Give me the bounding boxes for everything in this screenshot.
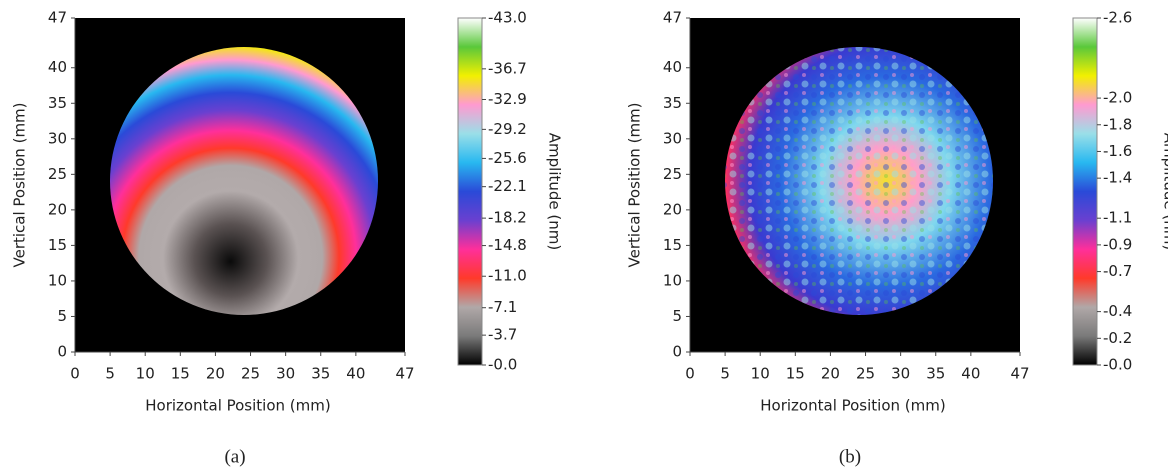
caption: (b) — [839, 446, 861, 467]
x-tick-label: 0 — [685, 365, 695, 383]
colorbar-tick-label: -1.1 — [1103, 209, 1132, 227]
y-tick-label: 20 — [663, 200, 682, 218]
colorbar-tick-label: -32.9 — [488, 90, 527, 108]
y-tick-label: 35 — [48, 94, 67, 112]
colorbar-tick-label: -22.1 — [488, 177, 527, 195]
colorbar-tick-label: -1.6 — [1103, 142, 1132, 160]
x-tick-label: 15 — [786, 365, 805, 383]
y-tick-label: 15 — [48, 236, 67, 254]
colorbar-label: Amplitude (nm) — [1161, 133, 1168, 250]
colorbar-label: Amplitude (nm) — [546, 133, 564, 250]
x-tick-label: 35 — [311, 365, 330, 383]
x-axis-label: Horizontal Position (mm) — [760, 397, 945, 415]
x-tick-label: 15 — [171, 365, 190, 383]
colorbar — [458, 18, 482, 365]
y-tick-label: 0 — [57, 343, 67, 361]
x-tick-label: 0 — [70, 365, 80, 383]
colorbar-tick-label: -0.0 — [1103, 356, 1132, 374]
colorbar-tick-label: -18.2 — [488, 209, 527, 227]
colorbar-tick-label: -11.0 — [488, 267, 527, 285]
y-tick-label: 10 — [48, 271, 67, 289]
x-tick-label: 5 — [105, 365, 115, 383]
colorbar-tick-label: -36.7 — [488, 59, 527, 77]
x-tick-label: 30 — [891, 365, 910, 383]
y-tick-label: 40 — [48, 58, 67, 76]
y-tick-label: 30 — [48, 129, 67, 147]
colorbar — [1073, 18, 1097, 365]
colorbar-tick-label: -0.2 — [1103, 329, 1132, 347]
x-tick-label: 20 — [821, 365, 840, 383]
x-tick-label: 20 — [206, 365, 225, 383]
colorbar-tick-label: -1.4 — [1103, 169, 1132, 187]
colorbar-tick-label: -25.6 — [488, 149, 527, 167]
colorbar-tick-label: -43.0 — [488, 9, 527, 27]
y-tick-label: 47 — [663, 9, 682, 27]
y-tick-label: 10 — [663, 271, 682, 289]
x-axis-label: Horizontal Position (mm) — [145, 397, 330, 415]
colorbar-tick-label: -29.2 — [488, 120, 527, 138]
y-tick-label: 30 — [663, 129, 682, 147]
x-tick-label: 25 — [856, 365, 875, 383]
y-tick-label: 25 — [48, 165, 67, 183]
heatmap-image — [110, 47, 378, 315]
y-tick-label: 5 — [57, 307, 67, 325]
y-tick-label: 35 — [663, 94, 682, 112]
colorbar-tick-label: -7.1 — [488, 298, 517, 316]
x-tick-label: 30 — [276, 365, 295, 383]
x-tick-label: 40 — [346, 365, 365, 383]
y-axis-label: Vertical Position (mm) — [626, 102, 644, 267]
colorbar-tick-label: -2.6 — [1103, 9, 1132, 27]
colorbar-tick-label: -2.0 — [1103, 89, 1132, 107]
y-tick-label: 15 — [663, 236, 682, 254]
x-tick-label: 5 — [720, 365, 730, 383]
x-tick-label: 47 — [395, 365, 414, 383]
heatmap-texture — [725, 47, 993, 315]
x-tick-label: 25 — [241, 365, 260, 383]
y-tick-label: 25 — [663, 165, 682, 183]
x-tick-label: 35 — [926, 365, 945, 383]
x-tick-label: 10 — [751, 365, 770, 383]
colorbar-tick-label: -0.4 — [1103, 302, 1132, 320]
colorbar-tick-label: -14.8 — [488, 236, 527, 254]
y-tick-label: 47 — [48, 9, 67, 27]
caption: (a) — [224, 446, 245, 467]
y-tick-label: 5 — [672, 307, 682, 325]
y-tick-label: 40 — [663, 58, 682, 76]
colorbar-tick-label: -0.7 — [1103, 262, 1132, 280]
x-tick-label: 47 — [1010, 365, 1029, 383]
y-tick-label: 20 — [48, 200, 67, 218]
colorbar-tick-label: -1.8 — [1103, 115, 1132, 133]
colorbar-tick-label: -0.0 — [488, 356, 517, 374]
y-axis-label: Vertical Position (mm) — [11, 102, 29, 267]
colorbar-tick-label: -0.9 — [1103, 235, 1132, 253]
x-tick-label: 10 — [136, 365, 155, 383]
y-tick-label: 0 — [672, 343, 682, 361]
x-tick-label: 40 — [961, 365, 980, 383]
colorbar-tick-label: -3.7 — [488, 326, 517, 344]
